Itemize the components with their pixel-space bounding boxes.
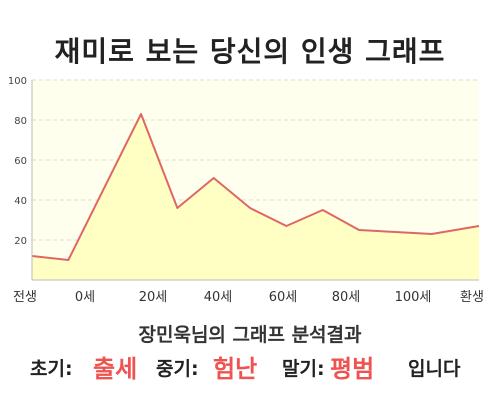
y-tick-label: 40 — [14, 196, 27, 207]
x-tick-label: 0세 — [75, 290, 95, 305]
x-tick-label: 40세 — [204, 290, 233, 305]
result-summary: 초기: 출세 중기: 험난 말기: 평범 입니다 — [0, 348, 500, 383]
y-tick-label: 20 — [14, 236, 27, 247]
x-tick-labels: 전생 0세 20세 40세 60세 80세 100세 환생 — [13, 290, 484, 305]
x-tick-label: 20세 — [139, 290, 168, 305]
y-tick-label: 100 — [8, 76, 27, 87]
chart-title: 재미로 보는 당신의 인생 그래프 — [54, 35, 446, 68]
y-tick-label: 80 — [14, 116, 27, 127]
x-tick-label: 100세 — [395, 290, 432, 305]
late-value: 평범 — [330, 355, 375, 383]
x-tick-label: 80세 — [332, 290, 361, 305]
middle-value: 험난 — [213, 355, 258, 383]
early-value: 출세 — [93, 355, 138, 383]
area-fill — [32, 114, 479, 280]
late-label: 말기: — [282, 358, 325, 380]
x-tick-label: 환생 — [460, 290, 484, 305]
x-tick-label: 60세 — [269, 290, 298, 305]
series-line — [31, 113, 480, 261]
y-tick-labels: 20 40 60 80 100 — [8, 76, 27, 247]
result-heading: 장민욱님의 그래프 분석결과 — [138, 324, 362, 346]
ending-text: 입니다 — [408, 358, 461, 380]
y-tick-label: 60 — [14, 156, 27, 167]
early-label: 초기: — [30, 358, 73, 380]
x-tick-label: 전생 — [13, 290, 37, 305]
middle-label: 중기: — [156, 358, 199, 380]
